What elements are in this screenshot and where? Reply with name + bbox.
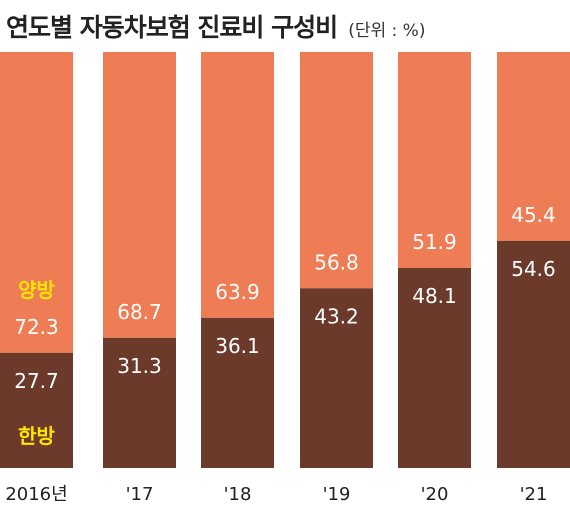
bar-segment-hanbang [398, 267, 471, 468]
data-label-hanbang: 54.6 [511, 257, 556, 281]
data-label-hanbang: 27.7 [14, 369, 59, 393]
data-label-yangbang: 56.8 [314, 250, 359, 274]
bar-segment-hanbang [201, 317, 274, 468]
data-label-yangbang: 63.9 [215, 280, 260, 304]
x-tick-label: '21 [520, 484, 548, 505]
data-label-yangbang: 68.7 [117, 300, 162, 324]
bar-segment-yangbang [497, 52, 570, 241]
chart-title-row: 연도별 자동차보험 진료비 구성비 (단위 : %) [6, 8, 425, 44]
bar-segment-hanbang [300, 288, 373, 468]
bar-segment-yangbang [0, 52, 73, 353]
data-label-yangbang: 51.9 [412, 230, 457, 254]
bar-segment-hanbang [0, 352, 73, 468]
data-label-hanbang: 36.1 [215, 334, 260, 358]
bar-segment-yangbang [398, 52, 471, 268]
x-tick-label: 2016년 [5, 484, 67, 505]
legend-label-hanbang: 한방 [18, 424, 55, 448]
data-label-hanbang: 43.2 [314, 304, 359, 328]
bar-segment-hanbang [497, 240, 570, 468]
x-tick-label: '20 [421, 484, 449, 505]
bar-segment-yangbang [300, 52, 373, 289]
bar-segment-yangbang [103, 52, 176, 338]
data-label-hanbang: 48.1 [412, 284, 457, 308]
chart-title: 연도별 자동차보험 진료비 구성비 [6, 13, 338, 42]
x-tick-label: '17 [126, 484, 154, 505]
x-tick-label: '18 [224, 484, 252, 505]
x-tick-label: '19 [323, 484, 351, 505]
bar-segment-hanbang [103, 337, 176, 468]
data-label-yangbang: 45.4 [511, 203, 556, 227]
legend-label-yangbang: 양방 [18, 278, 55, 302]
chart-unit: (단위 : %) [348, 21, 426, 41]
bar-segment-yangbang [201, 52, 274, 318]
data-label-hanbang: 31.3 [117, 354, 162, 378]
data-label-yangbang: 72.3 [14, 315, 59, 339]
